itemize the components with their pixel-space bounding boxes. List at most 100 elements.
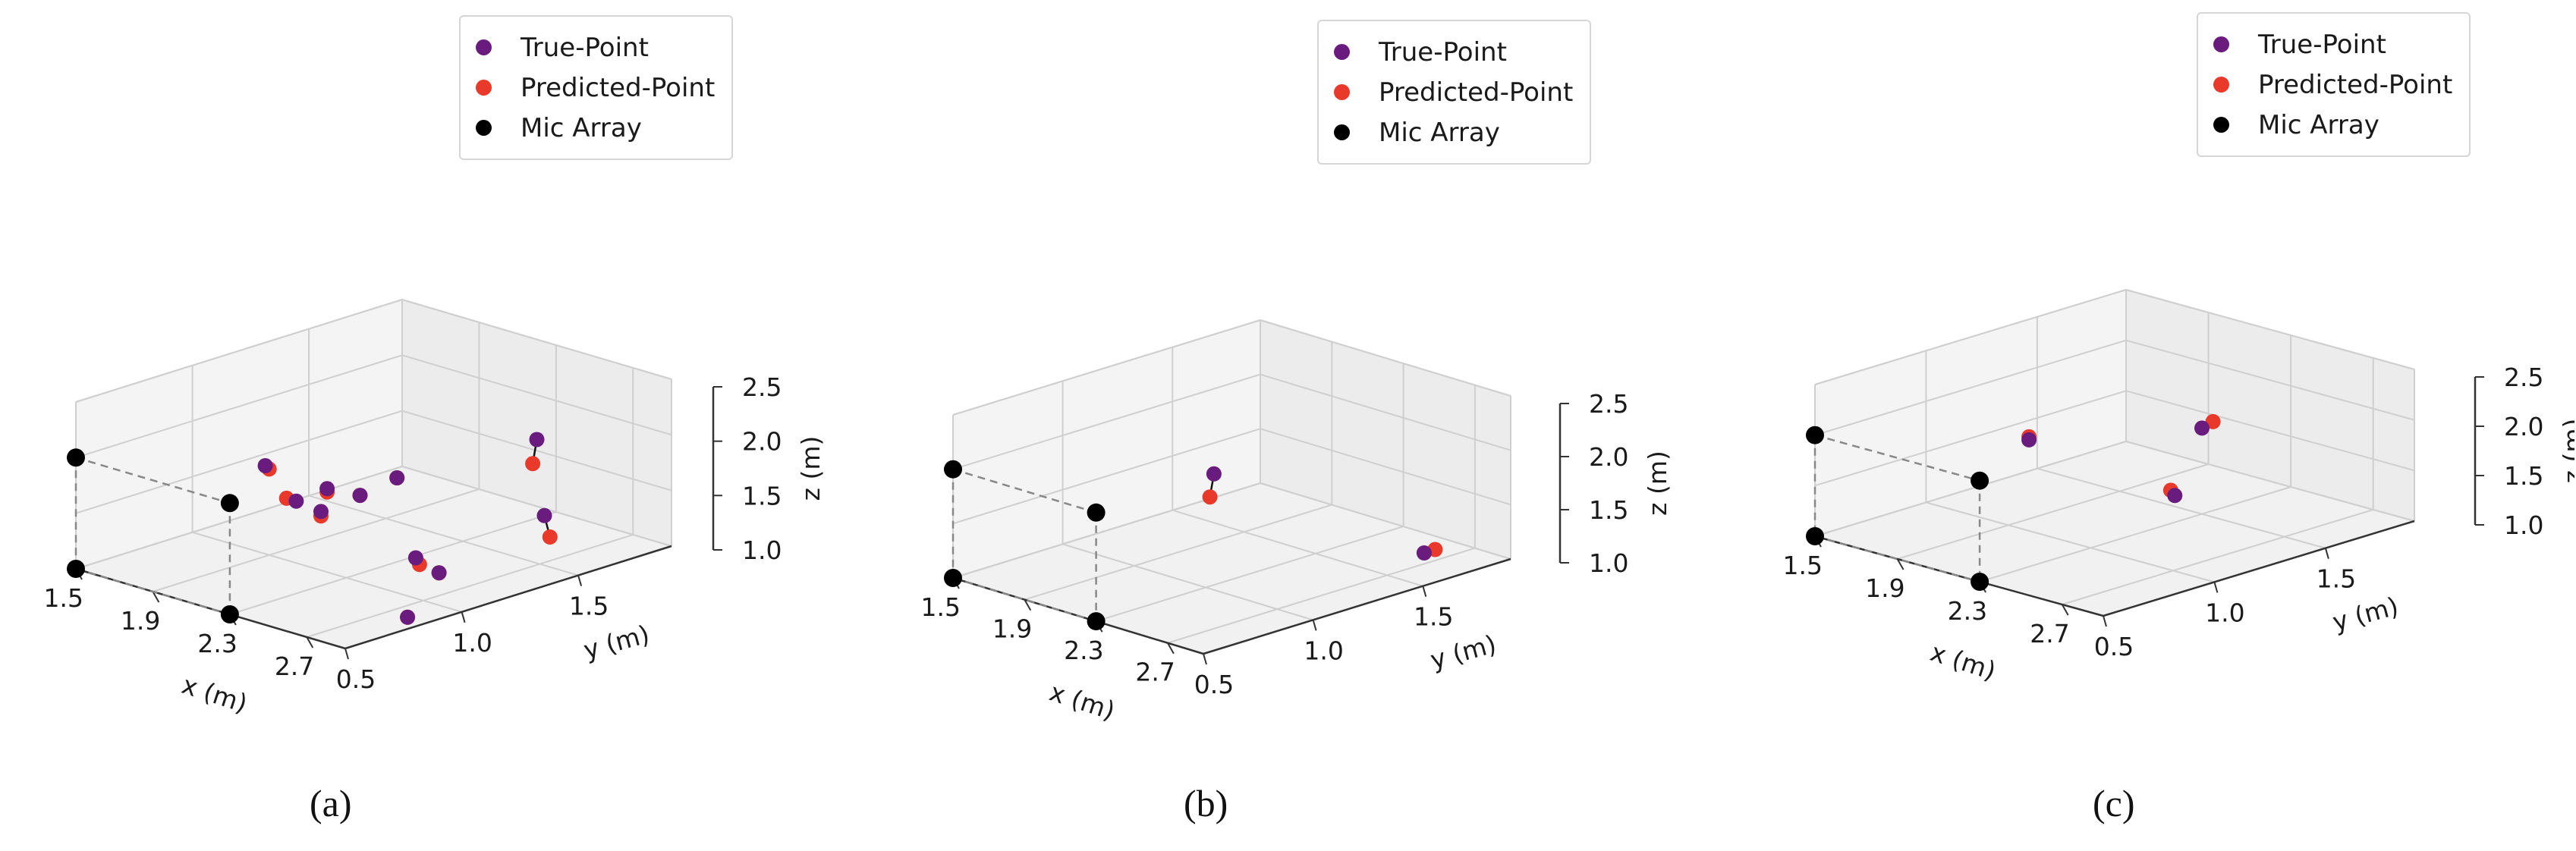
y-axis-label: y (m) — [580, 619, 653, 664]
legend-label-true: True-Point — [1379, 36, 1507, 68]
true-point — [389, 470, 405, 485]
mic-link — [1814, 535, 1980, 583]
z-tick-label: 2.5 — [1589, 389, 1628, 419]
grid-line — [2037, 467, 2326, 549]
y-tick-label: 1.0 — [452, 628, 492, 658]
mic-array-point — [67, 448, 85, 467]
pane-edge — [952, 319, 1261, 416]
true-point — [407, 550, 423, 566]
x-tick-label: 2.7 — [1135, 658, 1175, 687]
legend-entry-predicted: Predicted-Point — [2213, 64, 2452, 105]
mic-array-point — [67, 560, 85, 578]
grid-line — [401, 466, 672, 547]
legend-dot-mic — [476, 120, 492, 136]
back-pane-y — [402, 300, 672, 546]
true-point — [352, 488, 368, 504]
grid-line — [1096, 526, 1404, 623]
legend-label-predicted: Predicted-Point — [2258, 69, 2453, 100]
z-tick-label: 1.0 — [2504, 510, 2543, 540]
x-axis-label: x (m) — [1927, 637, 2000, 686]
grid-line — [1062, 543, 1313, 621]
legend-a: True-Point Predicted-Point Mic Array — [459, 15, 734, 160]
back-pane-x — [1815, 290, 2126, 536]
true-point — [1206, 466, 1222, 482]
grid-line — [192, 531, 462, 613]
grid-line — [952, 373, 1261, 470]
y-tick-label: 1.0 — [2205, 598, 2244, 627]
grid-line — [1260, 373, 1511, 451]
x-tick-label: 1.5 — [44, 583, 83, 613]
y-axis-line — [1203, 557, 1511, 655]
x-axis-line — [1814, 535, 2104, 617]
grid-line — [1024, 504, 1332, 601]
y-tick-label: 1.5 — [1414, 602, 1453, 632]
y-tick — [2213, 582, 2219, 593]
true-point — [2021, 432, 2037, 447]
back-pane-y — [2126, 290, 2414, 521]
z-tick-label: 1.5 — [742, 481, 782, 510]
z-axis-label: z (m) — [2558, 419, 2574, 484]
true-point — [319, 481, 335, 497]
true-point — [400, 609, 416, 625]
legend-entry-true: True-Point — [476, 27, 715, 68]
mic-array-point — [220, 605, 239, 623]
chart-svg-a: 1.5 1.9 2.3 2.7 0.5 1.0 1.5 1.0 1.5 2.0 2.5 x (m) y … — [44, 299, 826, 718]
true-point — [257, 458, 273, 473]
y-tick — [1422, 586, 1427, 597]
true-point — [529, 432, 545, 447]
x-tick-label: 2.7 — [2030, 619, 2069, 648]
y-tick-label: 0.5 — [1194, 670, 1234, 699]
grid-line — [2125, 441, 2415, 522]
grid-line — [2125, 339, 2415, 421]
z-tick-label: 2.0 — [1589, 442, 1628, 472]
z-axis-label: z (m) — [1643, 451, 1672, 516]
x-tick — [1167, 642, 1175, 655]
x-tick-label: 2.3 — [1064, 636, 1103, 665]
floor-pane — [76, 466, 672, 648]
true-point — [2194, 420, 2210, 436]
y-tick-label: 1.0 — [1304, 636, 1343, 665]
true-point — [2167, 488, 2183, 504]
z-tick-label: 2.5 — [742, 372, 782, 402]
predicted-point — [525, 456, 541, 472]
legend-dot-true — [2213, 36, 2229, 52]
x-tick — [306, 636, 314, 648]
mic-array-point — [1087, 503, 1106, 522]
y-axis-line — [2103, 520, 2415, 617]
x-tick — [152, 591, 160, 603]
x-axis-line — [75, 567, 346, 650]
pane-edge — [401, 299, 672, 380]
x-tick-label: 1.9 — [992, 614, 1032, 644]
chart-panel-c: 1.5 1.9 2.3 2.7 0.5 1.0 1.5 1.0 1.5 2.0 2.5 x (m) y … — [1716, 0, 2574, 851]
true-point — [288, 493, 304, 509]
pane-edge — [2125, 289, 2415, 370]
grid-line — [1979, 486, 2291, 583]
grid-line — [1926, 501, 2215, 583]
y-tick-label: 1.5 — [569, 592, 609, 621]
true-point — [536, 507, 552, 523]
caption-b: (b) — [1184, 782, 1228, 824]
z-axis-label: z (m) — [796, 436, 826, 501]
mic-link — [75, 567, 231, 616]
grid-line — [308, 495, 579, 576]
y-tick — [1203, 653, 1207, 665]
x-tick-label: 2.7 — [275, 652, 314, 681]
legend-entry-true: True-Point — [2213, 24, 2452, 64]
legend-entry-predicted: Predicted-Point — [476, 68, 715, 108]
z-tick-label: 1.0 — [1589, 548, 1628, 578]
grid-line — [153, 488, 480, 592]
true-point — [313, 504, 329, 520]
z-tick-label: 1.0 — [742, 535, 782, 565]
grid-line — [75, 410, 403, 514]
legend-label-mic: Mic Array — [2258, 109, 2379, 140]
grid-line — [1814, 441, 2127, 537]
legend-label-true: True-Point — [2258, 29, 2386, 60]
chart-svg-c: 1.5 1.9 2.3 2.7 0.5 1.0 1.5 1.0 1.5 2.0 2.5 x (m) y … — [1783, 289, 2574, 686]
x-tick-label: 1.9 — [1865, 573, 1904, 603]
legend-entry-mic: Mic Array — [1334, 112, 1573, 152]
z-tick-label: 2.0 — [742, 427, 782, 457]
grid-line — [307, 534, 634, 638]
legend-dot-mic — [1334, 124, 1350, 140]
predicted-point — [2205, 413, 2221, 429]
legend-label-true: True-Point — [521, 32, 649, 63]
